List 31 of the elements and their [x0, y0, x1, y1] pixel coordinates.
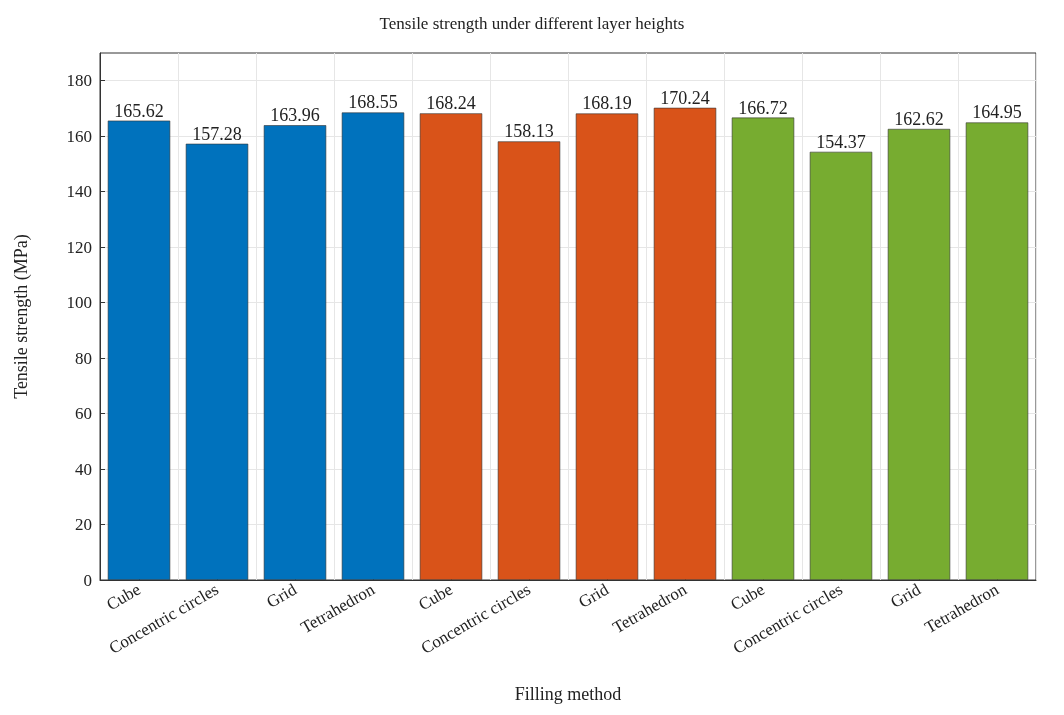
y-tick-label: 20: [75, 515, 92, 535]
y-tick-label: 80: [75, 348, 92, 368]
x-tick-label: Grid: [263, 579, 301, 612]
data-label: 157.28: [192, 123, 242, 144]
data-label: 168.19: [582, 93, 632, 114]
y-tick-label: 140: [66, 182, 92, 202]
data-label: 158.13: [504, 121, 554, 142]
y-tick-label: 100: [66, 293, 92, 313]
y-tick-label: 40: [75, 459, 92, 479]
y-tick-label: 0: [83, 570, 92, 590]
data-label: 166.72: [738, 97, 788, 118]
data-label: 168.55: [348, 92, 398, 113]
x-tick-label: Cube: [415, 579, 456, 615]
x-tick-label: Grid: [575, 579, 613, 612]
y-tick-label: 180: [66, 71, 92, 91]
chart-title: Tensile strength under different layer heights: [379, 14, 685, 33]
data-label: 168.24: [426, 93, 476, 114]
y-axis-title: Tensile strength (MPa): [11, 234, 32, 399]
data-label: 170.24: [660, 87, 710, 108]
y-tick-label: 60: [75, 404, 92, 424]
data-label: 165.62: [114, 100, 164, 121]
data-label: 154.37: [816, 131, 866, 152]
x-tick-label: Cube: [103, 579, 144, 615]
x-tick-label: Grid: [887, 579, 925, 612]
x-axis-title: Filling method: [514, 684, 622, 704]
y-tick-label: 120: [66, 237, 92, 257]
data-label: 163.96: [270, 105, 320, 126]
data-label: 162.62: [894, 108, 944, 129]
data-label: 164.95: [972, 102, 1022, 123]
y-tick-label: 160: [66, 126, 92, 146]
x-tick-label: Cube: [727, 579, 768, 615]
